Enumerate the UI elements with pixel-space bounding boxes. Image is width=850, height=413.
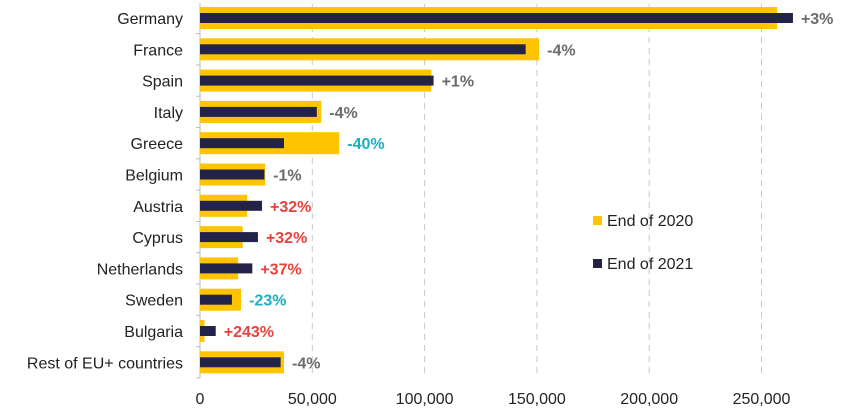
legend-swatch	[593, 216, 602, 225]
bar-end-of-2021	[200, 263, 253, 274]
bar-end-of-2021	[200, 357, 281, 368]
change-label: +37%	[260, 261, 301, 278]
change-label: +32%	[266, 230, 307, 247]
change-label: -4%	[292, 355, 320, 372]
category-label: Netherlands	[97, 261, 183, 278]
category-label: France	[133, 42, 183, 59]
bar-end-of-2021	[200, 75, 434, 86]
bar-end-of-2021	[200, 294, 232, 305]
legend-label: End of 2021	[607, 256, 693, 273]
x-tick-label: 0	[196, 391, 205, 408]
category-label: Belgium	[125, 168, 183, 185]
x-tick-label: 150,000	[508, 391, 566, 408]
bar-end-of-2021	[200, 138, 285, 149]
category-label: Spain	[142, 74, 183, 91]
x-tick-label: 200,000	[620, 391, 678, 408]
bar-end-of-2021	[200, 13, 793, 23]
legend-swatch	[593, 259, 602, 268]
bar-end-of-2021	[200, 200, 262, 211]
bar-end-of-2021	[200, 326, 216, 336]
x-tick-label: 250,000	[733, 391, 791, 408]
bar-end-of-2021	[200, 44, 526, 55]
category-label: Austria	[133, 199, 183, 216]
change-label: +1%	[442, 74, 474, 91]
bar-end-of-2021	[200, 232, 258, 243]
x-tick-label: 50,000	[288, 391, 337, 408]
legend-label: End of 2020	[607, 213, 693, 230]
x-tick-label: 100,000	[396, 391, 454, 408]
category-label: Germany	[117, 11, 183, 28]
category-label: Rest of EU+ countries	[27, 355, 183, 372]
change-label: +3%	[801, 11, 833, 28]
change-label: -4%	[547, 42, 575, 59]
change-label: +243%	[224, 324, 274, 341]
bar-end-of-2021	[200, 169, 265, 180]
change-label: -40%	[347, 136, 384, 153]
bar-end-of-2021	[200, 106, 317, 117]
category-label: Cyprus	[132, 230, 183, 247]
category-label: Sweden	[125, 293, 183, 310]
category-label: Bulgaria	[124, 324, 183, 341]
change-label: -23%	[249, 293, 286, 310]
change-label: -1%	[273, 168, 301, 185]
change-label: -4%	[329, 105, 357, 122]
change-label: +32%	[270, 199, 311, 216]
category-label: Greece	[131, 136, 184, 153]
category-label: Italy	[154, 105, 183, 122]
